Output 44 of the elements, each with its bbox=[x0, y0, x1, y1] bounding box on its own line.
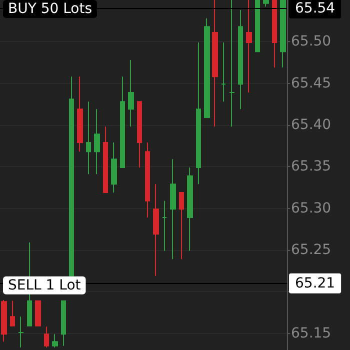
candlestick bbox=[103, 126, 108, 193]
y-tick-label: 65.50 bbox=[291, 34, 332, 50]
y-tick-label: 65.45 bbox=[291, 75, 332, 92]
candlestick bbox=[77, 76, 83, 152]
y-tick-label: 65.35 bbox=[291, 158, 332, 175]
candlestick bbox=[18, 316, 24, 348]
y-tick-label: 65.40 bbox=[291, 117, 332, 133]
candlestick bbox=[137, 101, 142, 168]
candlestick bbox=[120, 76, 125, 168]
candlestick bbox=[111, 142, 117, 193]
candlestick bbox=[128, 60, 134, 128]
candlestick bbox=[263, 0, 269, 8]
candlestick bbox=[196, 42, 201, 185]
annotation: SELL 1 Lot bbox=[8, 277, 82, 294]
candlestick bbox=[179, 192, 184, 260]
candlestick bbox=[238, 10, 243, 110]
candlestick bbox=[69, 76, 74, 276]
candlestick bbox=[272, 0, 277, 68]
candlestick bbox=[86, 101, 91, 175]
y-tick-label: 65.25 bbox=[291, 242, 332, 258]
candlestick bbox=[1, 300, 7, 342]
y-tick-label: 65.15 bbox=[291, 325, 332, 342]
candlestick bbox=[280, 0, 286, 68]
candlestick bbox=[221, 42, 226, 102]
candlestick bbox=[94, 108, 100, 175]
candlestick bbox=[52, 334, 58, 348]
candlestick bbox=[153, 184, 159, 276]
candlestick bbox=[212, 0, 218, 128]
candlestick bbox=[187, 167, 193, 252]
candlestick bbox=[35, 300, 41, 326]
candlestick bbox=[246, 0, 252, 93]
candlestick bbox=[204, 18, 210, 118]
candlestick bbox=[229, 0, 235, 128]
ref-line-label: 65.21 bbox=[295, 275, 336, 292]
candlestick bbox=[255, 0, 260, 52]
candlestick bbox=[170, 158, 176, 260]
candlestick bbox=[61, 300, 66, 346]
annotation: BUY 50 Lots bbox=[8, 1, 92, 17]
y-tick-label: 65.30 bbox=[291, 200, 332, 216]
ref-line-label: 65.54 bbox=[295, 0, 336, 16]
candlestick bbox=[10, 300, 15, 326]
candlestick bbox=[145, 142, 150, 218]
candlestick bbox=[44, 326, 49, 348]
candlestick bbox=[162, 200, 167, 252]
